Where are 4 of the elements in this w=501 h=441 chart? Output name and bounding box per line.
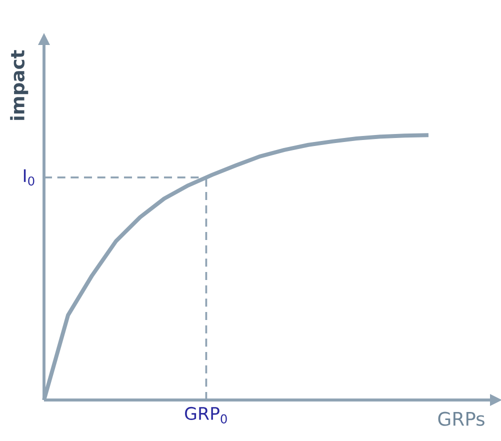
x-axis-title: GRPs	[438, 412, 484, 426]
ref-line-label: I$_{0}$	[24, 169, 34, 186]
y-axis-title: impact	[10, 50, 28, 120]
text: GRP$_{0}$	[185, 406, 227, 424]
